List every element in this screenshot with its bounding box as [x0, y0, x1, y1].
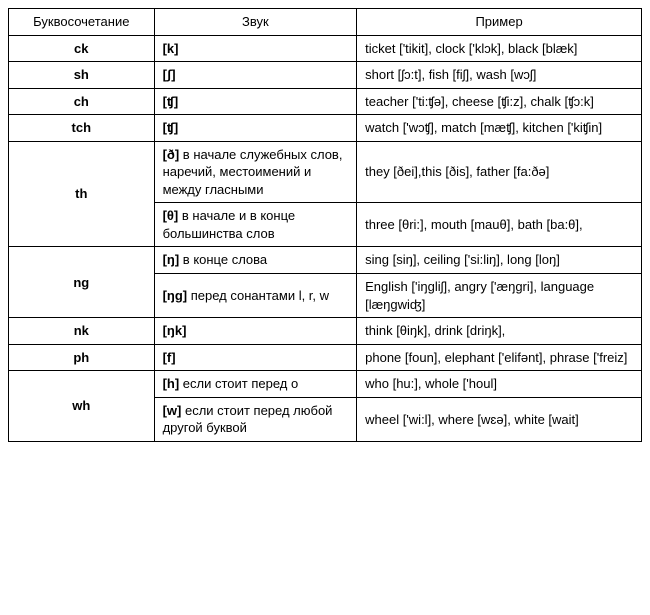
- sound-symbol: [ʧ]: [163, 94, 179, 109]
- sound-symbol: [k]: [163, 41, 179, 56]
- sound-note: в начале служебных слов, наречий, местои…: [163, 147, 343, 197]
- cell-example: wheel ['wi:l], where [wɛə], white [wait]: [357, 397, 642, 441]
- sound-symbol: [ʃ]: [163, 67, 176, 82]
- cell-example: who [hu:], whole ['houl]: [357, 371, 642, 398]
- table-body: ck [k] ticket ['tikit], clock ['klɔk], b…: [9, 35, 642, 441]
- sound-symbol: [ð]: [163, 147, 180, 162]
- cell-sound: [f]: [154, 344, 357, 371]
- sound-symbol: [ŋk]: [163, 323, 187, 338]
- cell-sound: [h] если стоит перед o: [154, 371, 357, 398]
- cell-example: think [θiŋk], drink [driŋk],: [357, 318, 642, 345]
- cell-example: phone [foun], elephant ['elifənt], phras…: [357, 344, 642, 371]
- cell-example: English ['iŋgliʃ], angry ['æŋgri], langu…: [357, 274, 642, 318]
- cell-example: three [θri:], mouth [mauθ], bath [ba:θ],: [357, 203, 642, 247]
- table-row: th [ð] в начале служебных слов, наречий,…: [9, 141, 642, 203]
- table-row: ph [f] phone [foun], elephant ['elifənt]…: [9, 344, 642, 371]
- cell-combo: ch: [9, 88, 155, 115]
- sound-symbol: [θ]: [163, 208, 179, 223]
- table-row: ng [ŋ] в конце слова sing [siŋ], ceiling…: [9, 247, 642, 274]
- sound-symbol: [f]: [163, 350, 176, 365]
- sound-symbol: [ŋg]: [163, 288, 188, 303]
- cell-sound: [ŋ] в конце слова: [154, 247, 357, 274]
- cell-sound: [ʧ]: [154, 88, 357, 115]
- cell-combo: ph: [9, 344, 155, 371]
- sound-symbol: [h]: [163, 376, 180, 391]
- header-example: Пример: [357, 9, 642, 36]
- table-header-row: Буквосочетание Звук Пример: [9, 9, 642, 36]
- sound-symbol: [ʧ]: [163, 120, 179, 135]
- cell-combo: wh: [9, 371, 155, 442]
- cell-combo: tch: [9, 115, 155, 142]
- cell-combo: ck: [9, 35, 155, 62]
- sound-note: если стоит перед o: [179, 376, 298, 391]
- table-row: tch [ʧ] watch ['wɔʧ], match [mæʧ], kitch…: [9, 115, 642, 142]
- cell-combo: ng: [9, 247, 155, 318]
- cell-example: watch ['wɔʧ], match [mæʧ], kitchen ['kiʧ…: [357, 115, 642, 142]
- sound-note: в конце слова: [179, 252, 267, 267]
- header-letter-combo: Буквосочетание: [9, 9, 155, 36]
- table-row: ck [k] ticket ['tikit], clock ['klɔk], b…: [9, 35, 642, 62]
- cell-example: short [ʃɔ:t], fish [fiʃ], wash [wɔʃ]: [357, 62, 642, 89]
- table-row: wh [h] если стоит перед o who [hu:], who…: [9, 371, 642, 398]
- table-row: sh [ʃ] short [ʃɔ:t], fish [fiʃ], wash [w…: [9, 62, 642, 89]
- cell-example: ticket ['tikit], clock ['klɔk], black [b…: [357, 35, 642, 62]
- cell-sound: [ʧ]: [154, 115, 357, 142]
- table-row: nk [ŋk] think [θiŋk], drink [driŋk],: [9, 318, 642, 345]
- sound-symbol: [ŋ]: [163, 252, 180, 267]
- header-sound: Звук: [154, 9, 357, 36]
- cell-sound: [ŋg] перед сонантами l, r, w: [154, 274, 357, 318]
- phonetics-table: Буквосочетание Звук Пример ck [k] ticket…: [8, 8, 642, 442]
- cell-sound: [k]: [154, 35, 357, 62]
- cell-sound: [w] если стоит перед любой другой буквой: [154, 397, 357, 441]
- sound-note: если стоит перед любой другой буквой: [163, 403, 333, 436]
- cell-sound: [θ] в начале и в конце большинства слов: [154, 203, 357, 247]
- cell-combo: th: [9, 141, 155, 247]
- cell-example: teacher ['ti:ʧə], cheese [ʧi:z], chalk […: [357, 88, 642, 115]
- cell-combo: nk: [9, 318, 155, 345]
- cell-sound: [ð] в начале служебных слов, наречий, ме…: [154, 141, 357, 203]
- sound-symbol: [w]: [163, 403, 182, 418]
- sound-note: в начале и в конце большинства слов: [163, 208, 296, 241]
- cell-sound: [ʃ]: [154, 62, 357, 89]
- cell-combo: sh: [9, 62, 155, 89]
- cell-example: sing [siŋ], ceiling ['si:liŋ], long [loŋ…: [357, 247, 642, 274]
- cell-example: they [ðei],this [ðis], father [fa:ðə]: [357, 141, 642, 203]
- cell-sound: [ŋk]: [154, 318, 357, 345]
- table-row: ch [ʧ] teacher ['ti:ʧə], cheese [ʧi:z], …: [9, 88, 642, 115]
- sound-note: перед сонантами l, r, w: [187, 288, 329, 303]
